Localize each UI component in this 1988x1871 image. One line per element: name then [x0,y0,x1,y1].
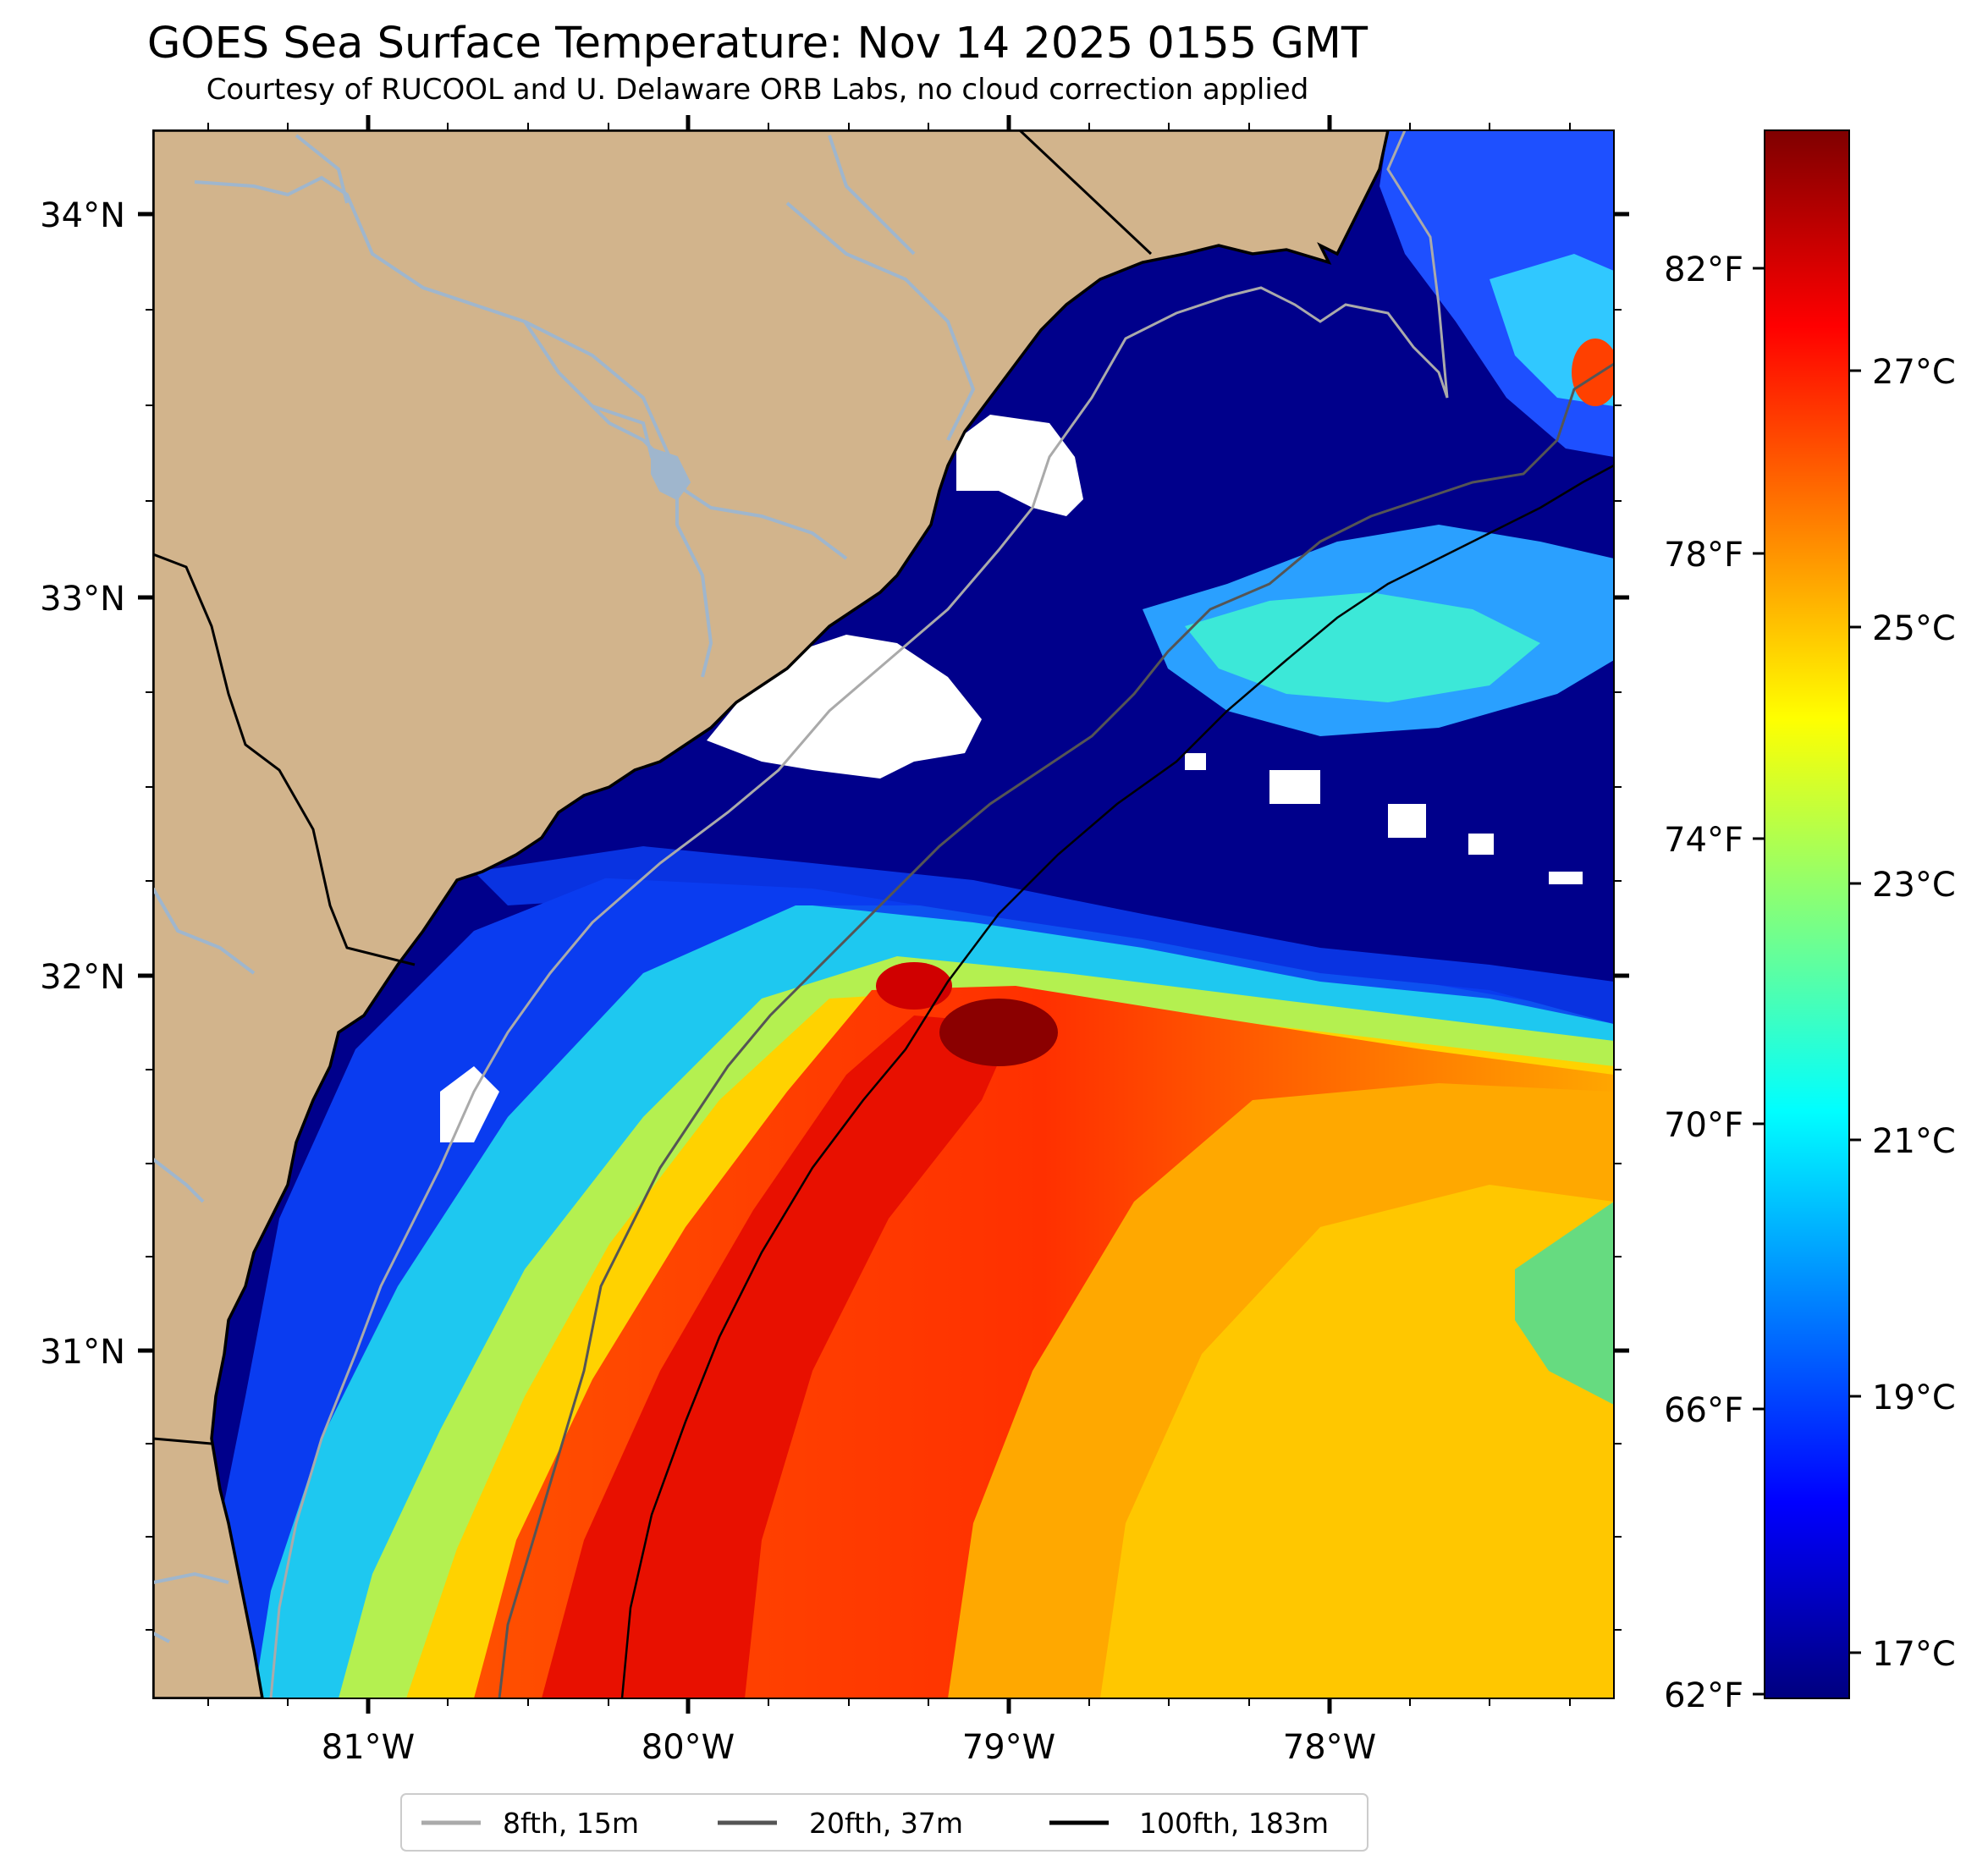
cloud-patch-6 [1468,834,1494,855]
legend-label-100fth: 100fth, 183m [1139,1807,1329,1840]
lon-label-78w: 78°W [1283,1728,1376,1767]
hot-spot-west [876,962,952,1010]
lake-marion [651,447,691,501]
offshore-eddy-cyan [1185,592,1540,702]
cloud-patch-7 [1549,872,1583,884]
colorbar-label-19c: 19°C [1872,1378,1956,1417]
colorbar-ticks-celsius [1849,369,1861,1654]
blue-front-edge [474,846,1614,1024]
rivers [153,134,976,1643]
offshore-yellow [1100,1185,1614,1698]
lat-label-34n: 34°N [40,196,125,235]
chart-title: GOES Sea Surface Temperature: Nov 14 202… [146,19,1368,69]
cloud-patch-3 [440,1066,499,1142]
northeast-hot-spot [1572,338,1614,406]
state-borders [153,130,1153,1445]
lat-label-31n: 31°N [40,1333,125,1372]
colorbar-label-17c: 17°C [1872,1635,1956,1674]
colorbar-label-27c: 27°C [1872,353,1956,392]
colorbar-label-78f: 78°F [1664,536,1743,575]
lon-label-80w: 80°W [642,1728,735,1767]
lon-label-81w: 81°W [322,1728,415,1767]
legend-label-8fth: 8fth, 15m [503,1807,639,1840]
land [153,130,1390,1698]
isobath-20fth [498,362,1614,1698]
legend-box [400,1793,1368,1852]
cyan-eddy-south [1515,1202,1614,1405]
colorbar-label-25c: 25°C [1872,609,1956,648]
colorbar-label-74f: 74°F [1664,821,1743,860]
lat-minor-ticks [146,309,1622,1631]
hot-spot [939,999,1058,1066]
lon-major-ticks [366,115,1332,1714]
cloud-patch-5 [1388,804,1426,838]
isobath-8fth [269,130,1449,1698]
lat-label-32n: 32°N [40,958,125,997]
lat-major-ticks [138,212,1629,1353]
colorbar-label-82f: 82°F [1664,250,1743,289]
cloud-patch-8 [1185,753,1206,770]
lon-label-79w: 79°W [962,1728,1055,1767]
colorbar-label-70f: 70°F [1664,1106,1743,1145]
lat-label-33n: 33°N [40,580,125,619]
map-panel[interactable] [153,130,1619,1698]
gulf-stream-core [542,1015,1016,1698]
chart-subtitle: Courtesy of RUCOOL and U. Delaware ORB L… [206,73,1309,107]
isobath-legend: 8fth, 15m 20fth, 37m 100fth, 183m [400,1793,1368,1852]
colorbar [1764,129,1850,1699]
cloud-patch-2 [956,415,1083,516]
colorbar-label-66f: 66°F [1664,1391,1743,1430]
colorbar-label-21c: 21°C [1872,1122,1956,1161]
isobath-100fth [620,464,1614,1698]
colorbar-label-23c: 23°C [1872,866,1956,905]
legend-label-20fth: 20fth, 37m [809,1807,963,1840]
map-frame [152,129,1615,1699]
cloud-patch-4 [1269,770,1320,804]
colorbar-label-62f: 62°F [1664,1676,1743,1715]
colorbar-ticks-fahrenheit [1753,267,1765,1696]
lon-minor-ticks [207,123,1571,1706]
